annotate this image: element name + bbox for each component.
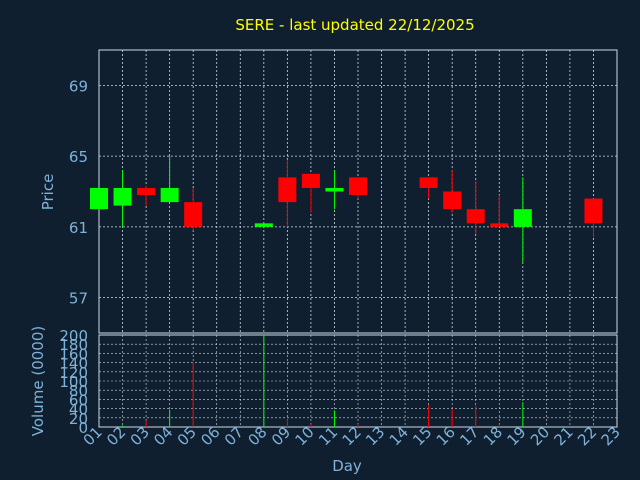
candle-body [278, 177, 297, 203]
volume-tick-label: 200 [59, 327, 88, 345]
candle-body [184, 202, 203, 227]
volume-tick-label: 180 [59, 336, 88, 354]
candle-body [490, 223, 509, 227]
volume-tick-label: 60 [69, 391, 88, 409]
volume-tick-label: 140 [59, 355, 88, 373]
candle-body [137, 187, 156, 196]
candle-body [466, 209, 485, 224]
candle-body [113, 187, 132, 206]
x-axis-label: Day [332, 457, 362, 475]
price-axis-label: Price [39, 174, 57, 211]
candle-body [90, 187, 108, 210]
candle-body [325, 187, 344, 192]
price-tick-label: 65 [69, 148, 88, 166]
chart-title: SERE - last updated 22/12/2025 [235, 16, 474, 34]
volume-tick-label: 20 [69, 410, 88, 428]
price-tick-label: 61 [69, 219, 88, 237]
price-panel: 57 61 65 69 [69, 49, 618, 334]
candle-body [160, 187, 179, 203]
x-axis-ticks: 0102030405060708091011121314151617181920… [80, 423, 624, 449]
candle-body [513, 209, 532, 227]
volume-tick-label: 120 [59, 364, 88, 382]
price-tick-label: 57 [69, 290, 88, 308]
volume-axis-label: Volume (0000) [29, 326, 47, 436]
price-tick-label: 69 [69, 77, 88, 95]
candle-body [301, 173, 320, 188]
volume-tick-label: 0 [78, 419, 88, 437]
candle-body [419, 177, 438, 188]
volume-tick-label: 100 [59, 373, 88, 391]
candle-body [443, 191, 462, 210]
candle-body [584, 198, 603, 224]
volume-tick-label: 40 [69, 401, 88, 419]
candle-body [254, 223, 273, 227]
volume-tick-label: 160 [59, 345, 88, 363]
volume-tick-label: 80 [69, 382, 88, 400]
candle-body [349, 177, 367, 196]
